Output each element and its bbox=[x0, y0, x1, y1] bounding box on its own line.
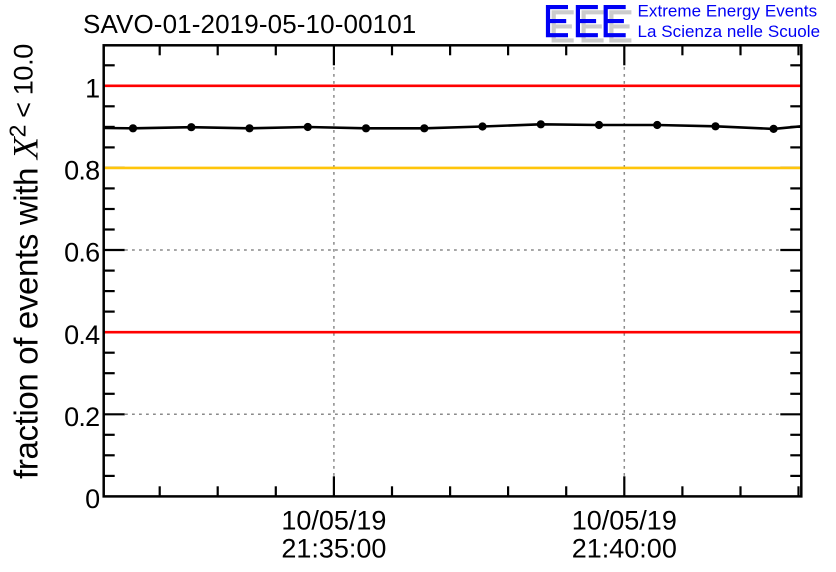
svg-text:Extreme Energy Events: Extreme Energy Events bbox=[638, 1, 818, 20]
svg-text:SAVO-01-2019-05-10-00101: SAVO-01-2019-05-10-00101 bbox=[83, 9, 416, 39]
svg-text:0.2: 0.2 bbox=[64, 402, 99, 432]
svg-text:0: 0 bbox=[85, 484, 99, 514]
svg-text:La Scienza nelle Scuole: La Scienza nelle Scuole bbox=[638, 22, 821, 41]
svg-text:0.4: 0.4 bbox=[64, 320, 100, 350]
svg-text:21:40:00: 21:40:00 bbox=[572, 534, 677, 564]
svg-text:1: 1 bbox=[85, 73, 99, 103]
svg-text:0.6: 0.6 bbox=[64, 238, 99, 268]
svg-text:21:35:00: 21:35:00 bbox=[281, 534, 386, 564]
svg-text:0.8: 0.8 bbox=[64, 156, 99, 186]
svg-text:10/05/19: 10/05/19 bbox=[572, 506, 677, 536]
svg-text:10/05/19: 10/05/19 bbox=[281, 506, 386, 536]
